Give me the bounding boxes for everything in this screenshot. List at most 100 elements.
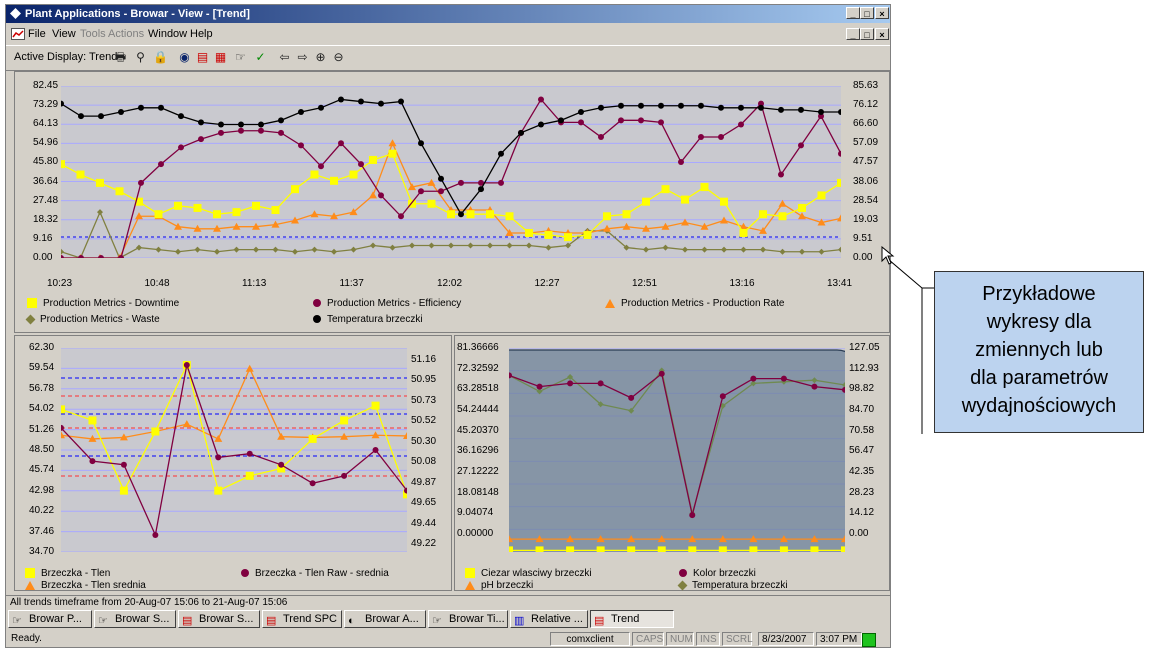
data-point[interactable] xyxy=(750,375,757,382)
data-point[interactable] xyxy=(798,142,804,149)
data-point[interactable] xyxy=(175,248,181,255)
data-point[interactable] xyxy=(642,197,650,206)
data-point[interactable] xyxy=(486,210,494,219)
menu-view[interactable]: View xyxy=(52,28,76,40)
data-point[interactable] xyxy=(536,383,543,390)
data-point[interactable] xyxy=(718,546,727,555)
arrow-left-icon[interactable]: ⇦ xyxy=(279,50,290,64)
data-point[interactable] xyxy=(627,535,636,543)
data-point[interactable] xyxy=(183,362,190,368)
data-point[interactable] xyxy=(721,246,727,253)
data-point[interactable] xyxy=(535,546,544,555)
data-point[interactable] xyxy=(658,102,664,109)
data-point[interactable] xyxy=(698,134,704,141)
zoom-in-icon[interactable]: ⊕ xyxy=(315,50,326,64)
data-point[interactable] xyxy=(372,447,379,453)
data-point[interactable] xyxy=(278,129,284,136)
data-point[interactable] xyxy=(349,170,358,179)
data-point[interactable] xyxy=(578,108,584,115)
data-point[interactable] xyxy=(603,212,611,221)
data-point[interactable] xyxy=(198,136,204,143)
data-point[interactable] xyxy=(518,129,524,136)
data-point[interactable] xyxy=(720,197,728,206)
chart-icon[interactable]: ▤ xyxy=(196,50,209,64)
data-point[interactable] xyxy=(750,380,757,387)
data-point[interactable] xyxy=(458,211,464,218)
data-point[interactable] xyxy=(657,546,666,555)
data-point[interactable] xyxy=(798,106,804,113)
data-point[interactable] xyxy=(597,401,604,408)
data-point[interactable] xyxy=(120,461,127,468)
data-point[interactable] xyxy=(252,222,260,230)
data-point[interactable] xyxy=(358,161,364,168)
data-point[interactable] xyxy=(214,486,223,495)
data-point[interactable] xyxy=(760,246,766,253)
data-point[interactable] xyxy=(389,244,396,251)
data-point[interactable] xyxy=(688,535,697,543)
data-point[interactable] xyxy=(682,246,688,253)
child-minimize-button[interactable]: _ xyxy=(846,28,860,40)
data-point[interactable] xyxy=(778,212,787,221)
data-point[interactable] xyxy=(350,246,357,253)
data-point[interactable] xyxy=(341,472,348,479)
data-point[interactable] xyxy=(535,535,544,543)
data-point[interactable] xyxy=(837,214,845,222)
data-point[interactable] xyxy=(740,246,747,253)
data-point[interactable] xyxy=(232,222,241,230)
data-point[interactable] xyxy=(378,100,384,107)
child-close-button[interactable]: × xyxy=(875,28,889,40)
data-point[interactable] xyxy=(618,102,624,109)
data-point[interactable] xyxy=(720,216,728,224)
lock-icon[interactable]: 🔒 xyxy=(153,50,168,64)
data-point[interactable] xyxy=(701,246,708,253)
data-point[interactable] xyxy=(271,220,280,228)
data-point[interactable] xyxy=(245,364,254,372)
data-point[interactable] xyxy=(119,486,128,495)
data-point[interactable] xyxy=(478,186,484,193)
zoom-out-icon[interactable]: ⊖ xyxy=(333,50,344,64)
task-trend-spc[interactable]: ▤ Trend SPC xyxy=(262,610,342,628)
data-point[interactable] xyxy=(78,255,84,261)
data-point[interactable] xyxy=(308,434,317,443)
data-point[interactable] xyxy=(661,185,670,194)
data-point[interactable] xyxy=(298,142,304,149)
data-point[interactable] xyxy=(398,98,404,105)
data-point[interactable] xyxy=(418,140,424,147)
data-point[interactable] xyxy=(155,246,162,253)
data-point[interactable] xyxy=(505,546,513,555)
data-point[interactable] xyxy=(338,96,344,103)
data-point[interactable] xyxy=(215,454,222,461)
data-point[interactable] xyxy=(838,150,844,157)
data-point[interactable] xyxy=(623,244,630,251)
task-browar-a[interactable]: ◐ Browar A... xyxy=(344,610,426,628)
data-point[interactable] xyxy=(88,434,97,442)
data-point[interactable] xyxy=(583,231,592,240)
data-point[interactable] xyxy=(526,242,532,249)
data-point[interactable] xyxy=(779,535,788,543)
data-point[interactable] xyxy=(627,546,636,555)
data-point[interactable] xyxy=(174,222,182,230)
data-point[interactable] xyxy=(193,203,202,212)
data-point[interactable] xyxy=(738,121,744,128)
data-point[interactable] xyxy=(811,383,818,390)
data-point[interactable] xyxy=(818,248,825,255)
menu-window[interactable]: Window xyxy=(148,28,188,40)
data-point[interactable] xyxy=(545,244,552,251)
data-point[interactable] xyxy=(218,129,224,136)
data-point[interactable] xyxy=(214,434,223,442)
data-point[interactable] xyxy=(246,450,253,457)
data-point[interactable] xyxy=(278,117,284,124)
data-point[interactable] xyxy=(76,170,85,179)
data-point[interactable] xyxy=(558,117,564,124)
menu-file[interactable]: File xyxy=(28,28,46,40)
data-point[interactable] xyxy=(138,179,144,186)
child-maximize-button[interactable]: □ xyxy=(860,28,874,40)
data-point[interactable] xyxy=(418,188,424,195)
data-point[interactable] xyxy=(292,248,298,255)
data-point[interactable] xyxy=(98,113,104,120)
data-point[interactable] xyxy=(291,216,299,224)
data-point[interactable] xyxy=(388,139,397,147)
data-point[interactable] xyxy=(338,140,344,147)
data-point[interactable] xyxy=(193,224,202,232)
data-point[interactable] xyxy=(158,104,164,111)
